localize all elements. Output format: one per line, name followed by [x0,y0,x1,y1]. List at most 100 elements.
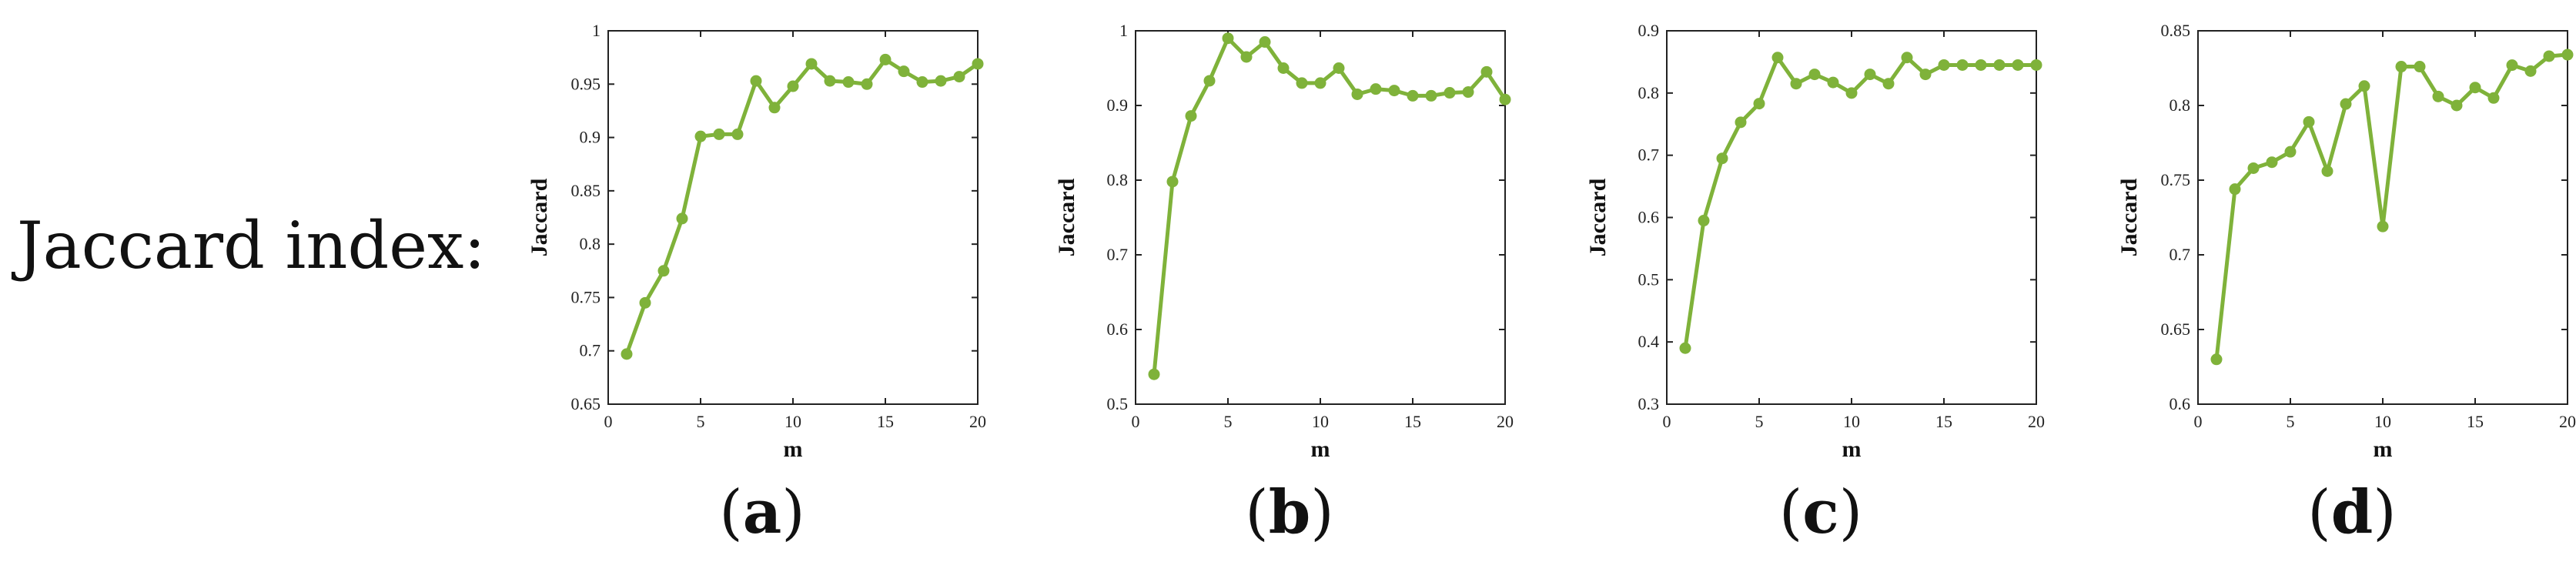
x-tick-label: 20 [1497,412,1514,431]
data-point [1919,69,1932,81]
data-point [2395,61,2407,73]
y-tick-label: 0.65 [2161,319,2191,339]
x-tick-label: 10 [785,412,801,431]
chart-panel-d: 0 5 10 15 20 0.6 0.65 0.7 0.75 0.8 0.85 m Jaccard (d… [2083,0,2576,572]
data-point [676,212,688,225]
y-tick-label: 0.9 [1107,95,1129,115]
data-point [1370,83,1382,95]
data-point [1388,85,1400,97]
y-tick-label: 0.8 [1107,170,1129,189]
data-point [1185,110,1197,122]
data-point [1882,78,1895,90]
x-tick-label: 0 [2194,412,2203,431]
data-point [879,53,892,65]
data-point [1901,52,1913,64]
data-point [2543,50,2555,62]
x-tick-label: 20 [2559,412,2576,431]
x-tick-label: 0 [1663,412,1671,431]
y-tick-label: 0.8 [1638,83,1660,102]
y-tick-label: 0.6 [1107,319,1129,339]
data-point [2210,353,2223,366]
y-tick-label: 0.9 [580,128,601,147]
panel-caption-d: (d) [2307,477,2397,547]
data-point [1259,36,1271,49]
data-point [2247,162,2260,174]
x-axis-title: m [2374,437,2393,462]
data-point [2340,98,2352,110]
data-point [1753,98,1765,110]
data-point [1938,59,1950,71]
data-point [1444,87,1456,99]
data-point [1296,77,1308,89]
y-axis-title: Jaccard [2116,178,2142,256]
data-point [731,128,744,140]
y-axis-title: Jaccard [1054,178,1079,256]
chart-c: 0 5 10 15 20 0.3 0.4 0.5 0.6 0.7 0.8 0.9 m Jaccard [1585,21,2045,462]
y-tick-label: 0.75 [571,287,601,306]
x-tick-label: 5 [1755,412,1764,431]
data-point [1407,89,1419,102]
data-point [1993,59,2006,71]
y-tick-label: 0.7 [1107,245,1129,264]
data-point [694,130,707,142]
data-point [1425,89,1437,102]
y-tick-label: 0.6 [2170,394,2191,413]
plot-area [1666,30,2037,405]
x-tick-label: 20 [969,412,986,431]
data-point [842,76,855,89]
x-axis-title: m [1311,437,1330,462]
y-tick-label: 0.7 [2170,245,2191,264]
data-point [2012,59,2024,71]
series-line [2214,52,2568,360]
y-tick-label: 0.75 [2161,170,2191,189]
data-point [1975,59,1987,71]
data-point [1240,51,1253,63]
data-point [2303,115,2315,128]
data-point [2487,92,2500,104]
data-point [1314,77,1326,89]
data-point [1333,62,1345,74]
x-tick-label: 15 [1404,412,1421,431]
data-point [1462,86,1474,99]
data-point [2284,146,2297,158]
data-point [657,265,670,277]
data-point [824,75,836,87]
data-point [713,128,725,140]
y-tick-label: 0.7 [580,341,601,360]
x-tick-label: 0 [604,412,613,431]
x-tick-label: 5 [697,412,705,431]
x-tick-label: 5 [1224,412,1233,431]
x-tick-label: 0 [1132,412,1140,431]
data-point [972,58,984,70]
x-tick-label: 10 [2374,412,2391,431]
data-point [2524,65,2537,77]
data-point [2321,165,2333,177]
y-tick-label: 0.65 [571,394,601,413]
data-point [953,71,965,83]
data-point [1166,176,1179,188]
y-tick-label: 0.95 [571,74,601,93]
data-point [621,348,633,360]
data-point [1148,368,1160,380]
data-point [2451,99,2463,112]
data-point [1277,62,1290,74]
data-point [768,102,781,114]
series-line [624,57,979,355]
x-tick-label: 5 [2287,412,2295,431]
data-point [2358,80,2370,92]
data-point [1735,116,1747,129]
data-point [861,78,873,90]
data-point [639,296,651,309]
x-tick-label: 20 [2028,412,2045,431]
data-point [2377,220,2389,232]
data-point [2506,59,2518,72]
chart-panel-c: 0 5 10 15 20 0.3 0.4 0.5 0.6 0.7 0.8 0.9 m Jaccard (c… [1551,0,2090,572]
y-tick-label: 0.4 [1638,332,1660,351]
data-point [1679,342,1691,354]
y-tick-label: 0.7 [1638,146,1660,165]
data-point [1698,215,1710,227]
y-tick-label: 0.8 [2170,95,2191,115]
data-point [1827,76,1839,89]
y-tick-label: 0.85 [571,181,601,200]
data-point [1499,93,1511,105]
